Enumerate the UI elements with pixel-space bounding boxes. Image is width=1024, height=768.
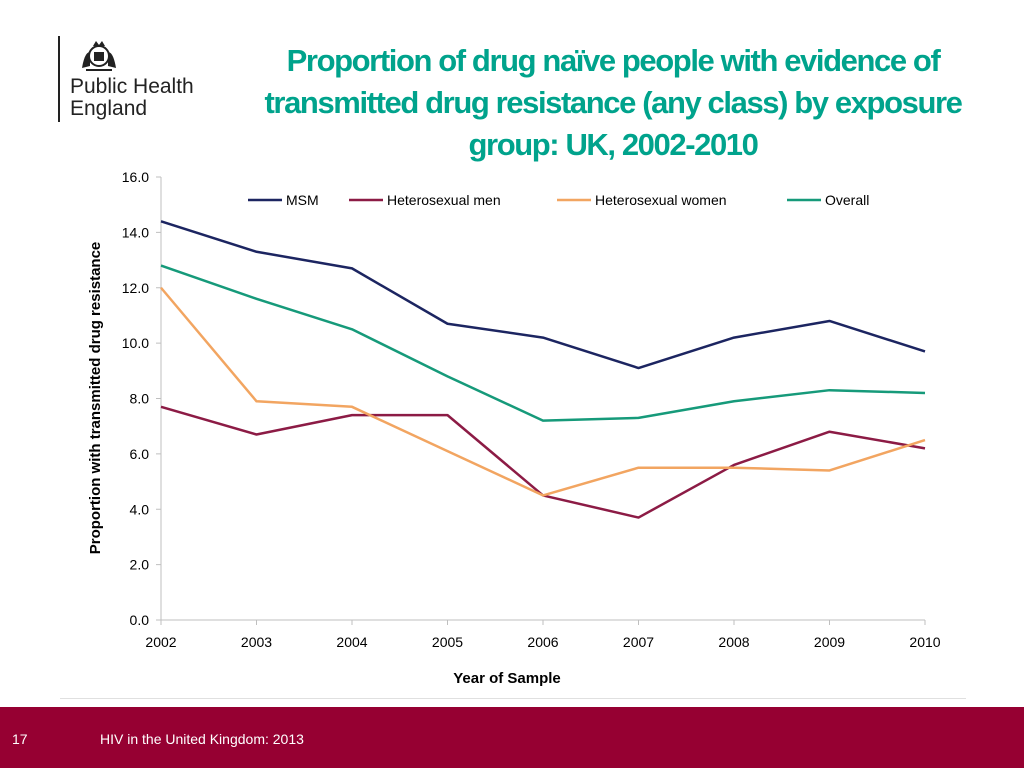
x-tick-label: 2005	[432, 634, 463, 650]
org-name: Public Health England	[70, 76, 220, 120]
y-tick-label: 14.0	[122, 224, 149, 240]
y-tick-label: 10.0	[122, 335, 149, 351]
series-layer	[160, 220, 926, 519]
footer-divider	[60, 698, 966, 699]
x-tick-label: 2009	[814, 634, 845, 650]
series-line-overall	[160, 264, 926, 422]
royal-crest-icon	[82, 41, 116, 71]
y-tick-label: 8.0	[130, 391, 150, 407]
legend-label: MSM	[286, 192, 319, 208]
y-tick-label: 6.0	[130, 446, 150, 462]
x-tick-label: 2003	[241, 634, 272, 650]
slide-title: Proportion of drug naïve people with evi…	[264, 43, 963, 162]
footer-bar: 17 HIV in the United Kingdom: 2013	[0, 707, 1024, 768]
y-tick-label: 4.0	[130, 501, 150, 517]
chart-axes: 0.0 2.0 4.0 6.0 8.0 10.0 12.0 14.0 16.0 2002 2003 2…	[122, 169, 941, 650]
x-tick-label: 2004	[336, 634, 367, 650]
org-name-line2: England	[70, 97, 148, 120]
page-number: 17	[12, 731, 28, 747]
footer-text: HIV in the United Kingdom: 2013	[100, 731, 304, 747]
line-chart: 0.0 2.0 4.0 6.0 8.0 10.0 12.0 14.0 16.0 2002 2003 2…	[87, 169, 941, 687]
y-tick-label: 16.0	[122, 169, 149, 185]
series-line-heterosexual-women	[160, 286, 926, 497]
legend-label: Heterosexual women	[595, 192, 727, 208]
y-tick-label: 0.0	[130, 612, 150, 628]
y-axis-label: Proportion with transmitted drug resista…	[87, 242, 104, 555]
x-tick-label: 2008	[718, 634, 749, 650]
x-tick-label: 2010	[909, 634, 940, 650]
legend-label: Overall	[825, 192, 869, 208]
x-tick-label: 2007	[623, 634, 654, 650]
series-line-msm	[160, 220, 926, 370]
y-tick-label: 12.0	[122, 280, 149, 296]
chart-legend: MSM Heterosexual men Heterosexual women Ove…	[248, 192, 869, 208]
x-tick-label: 2002	[145, 634, 176, 650]
x-tick-label: 2006	[527, 634, 558, 650]
series-line-heterosexual-men	[160, 405, 926, 519]
logo-divider	[58, 36, 60, 122]
y-tick-label: 2.0	[130, 557, 150, 573]
x-axis-label: Year of Sample	[453, 670, 561, 687]
org-name-line1: Public Health	[70, 75, 194, 98]
legend-label: Heterosexual men	[387, 192, 501, 208]
